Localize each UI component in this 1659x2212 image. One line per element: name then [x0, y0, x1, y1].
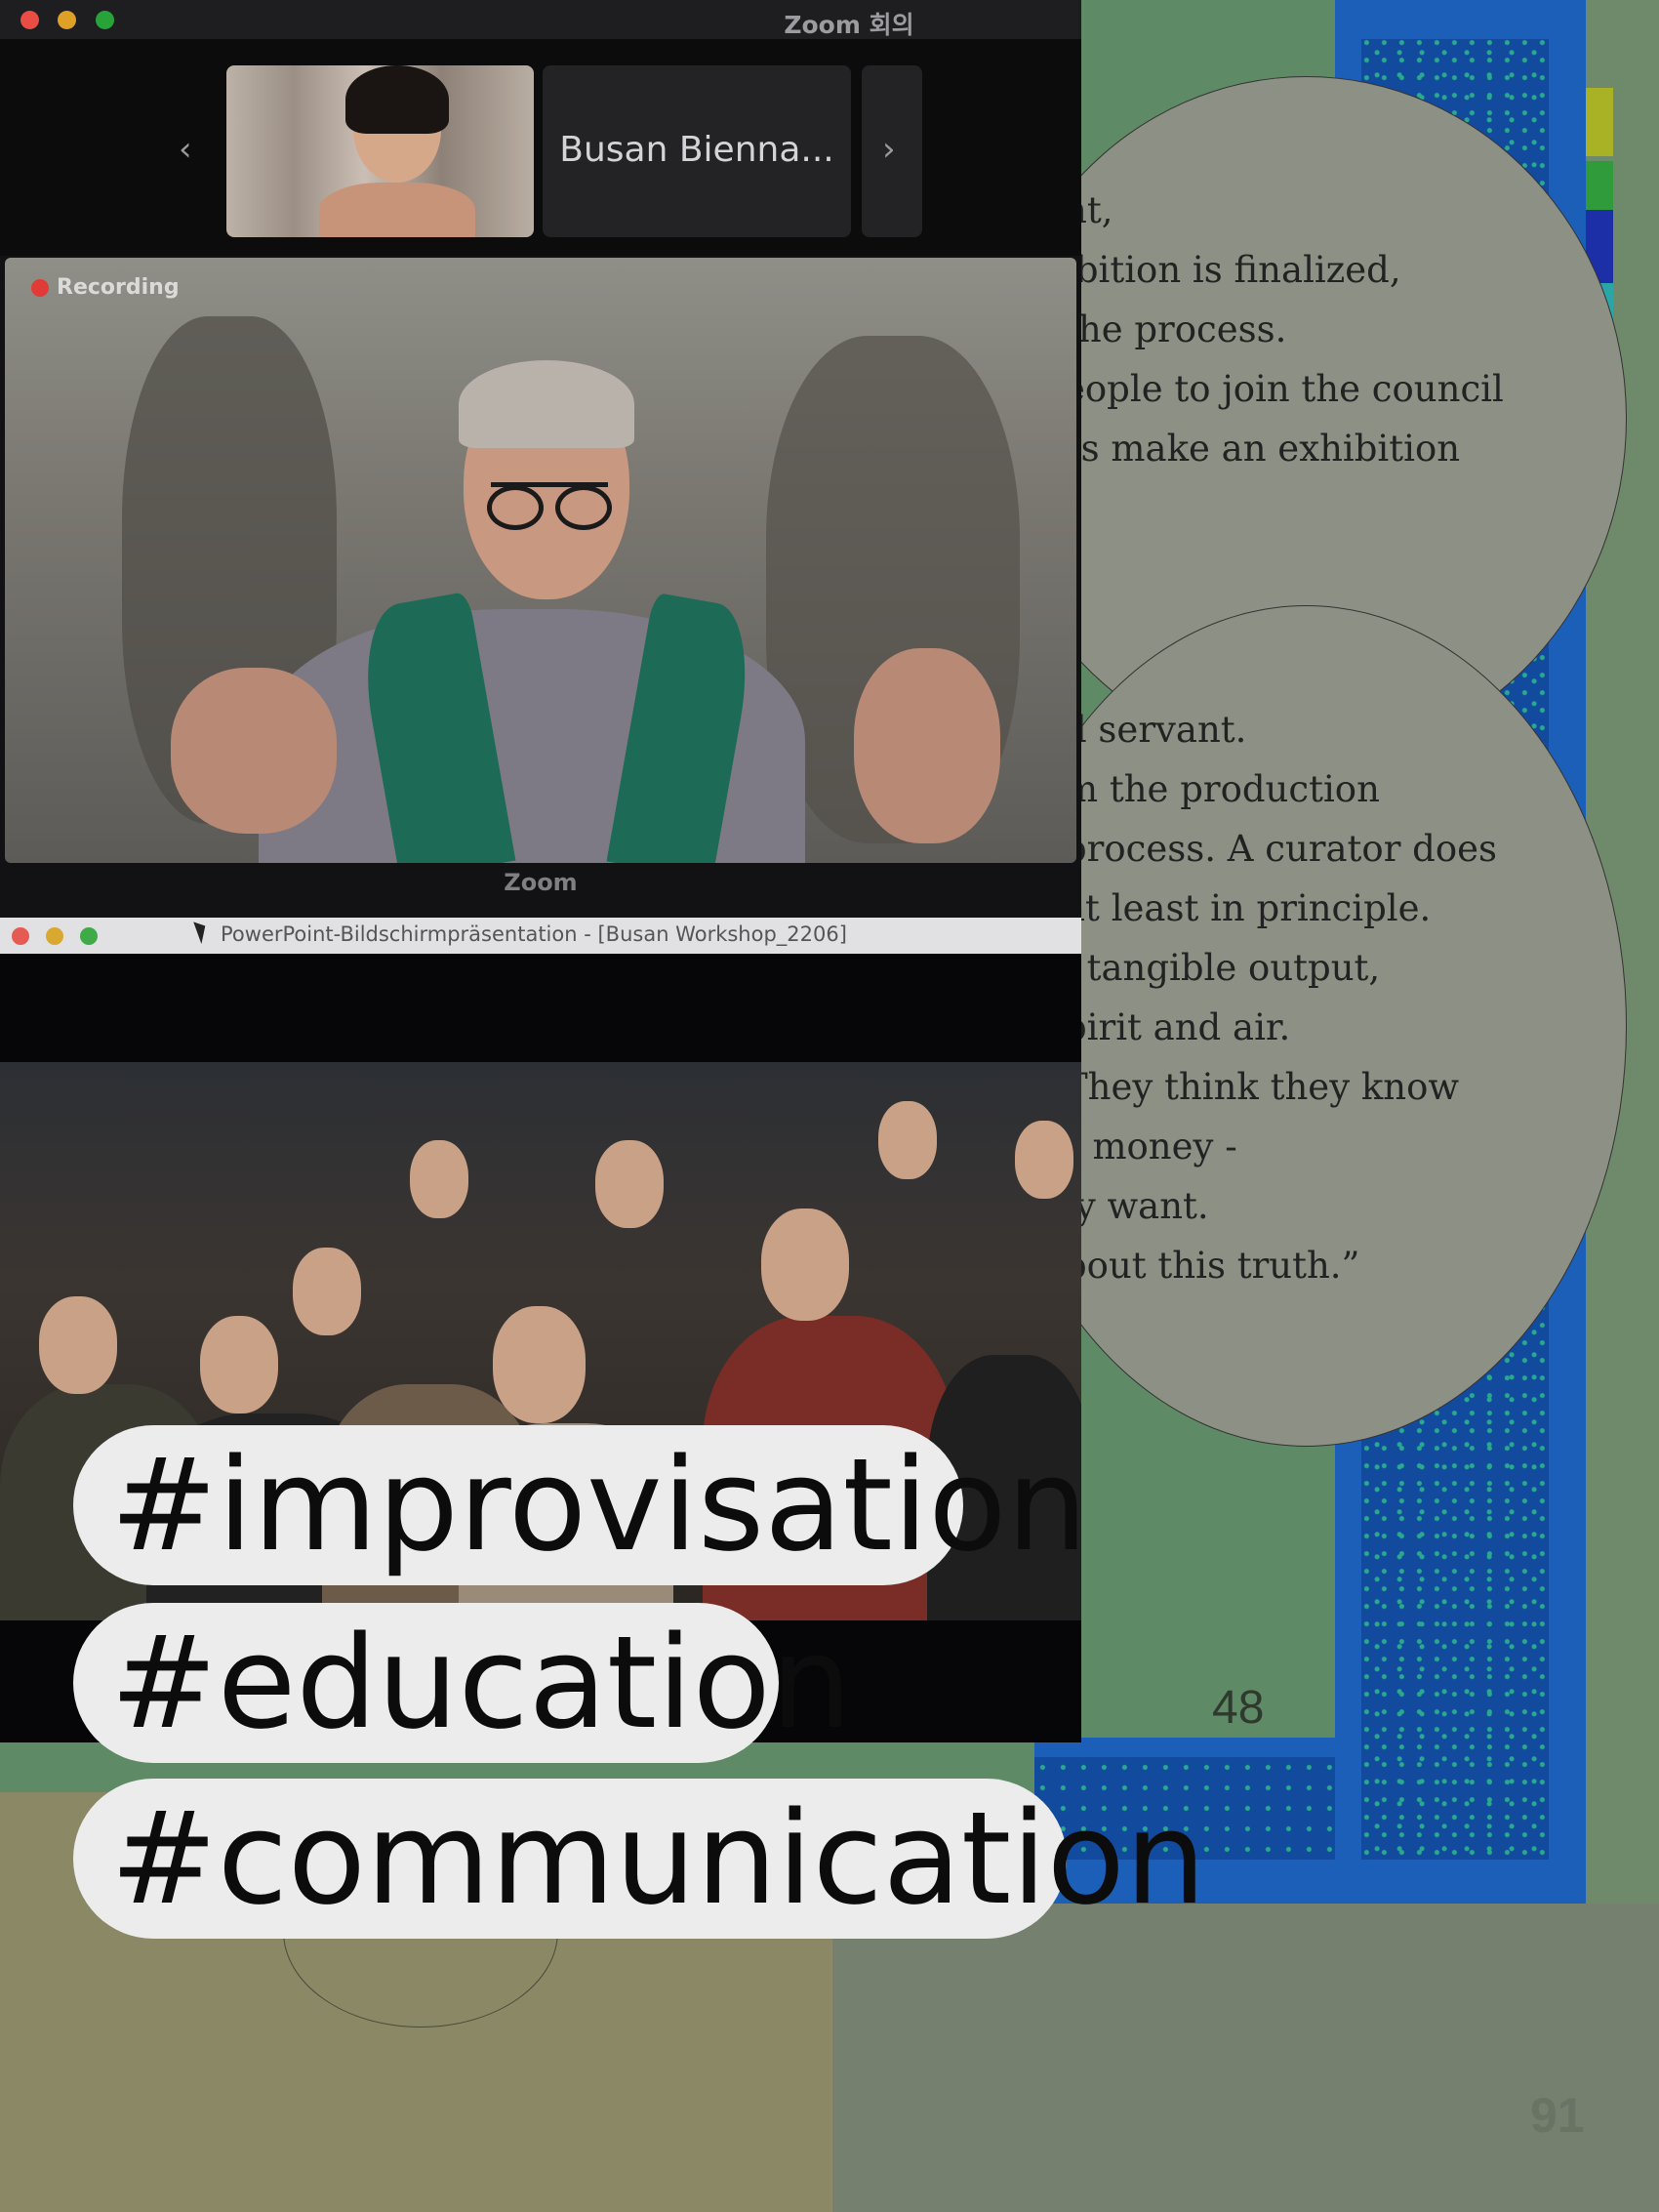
- hashtag-improvisation: #improvisation: [73, 1425, 1087, 1585]
- chevron-right-icon[interactable]: ›: [882, 130, 896, 169]
- text-line: ibition is finalized,: [1064, 249, 1401, 291]
- text-line: ly want.: [1064, 1185, 1209, 1227]
- close-window-button[interactable]: [20, 11, 39, 29]
- zoom-titlebar: Zoom 회의: [0, 0, 1081, 39]
- recording-label: Recording: [57, 275, 180, 300]
- hashtag-communication: #communication: [73, 1779, 1206, 1939]
- close-window-button[interactable]: [12, 927, 29, 945]
- powerpoint-window-title: PowerPoint-Bildschirmpräsentation - [Bus…: [221, 922, 847, 946]
- participant-next-tile[interactable]: [862, 65, 922, 237]
- audience-face: [493, 1306, 586, 1423]
- page-divider: [831, 1884, 832, 2212]
- hashtag-education: #education: [73, 1603, 852, 1763]
- speaker-glasses: [487, 482, 612, 530]
- audience-face: [39, 1296, 117, 1394]
- maximize-window-button[interactable]: [96, 11, 114, 29]
- text-line: They think they know: [1064, 1066, 1460, 1108]
- audience-face: [200, 1316, 278, 1413]
- chevron-left-icon[interactable]: ‹: [179, 130, 192, 169]
- zoom-footer-label: Zoom: [504, 869, 578, 896]
- text-line: nt,: [1064, 189, 1113, 231]
- participant-video-thumbnail[interactable]: [226, 65, 534, 237]
- zoom-window-title: Zoom 회의: [784, 11, 914, 39]
- speaker-hand: [854, 648, 1000, 843]
- text-line: the process.: [1064, 308, 1287, 350]
- powerpoint-titlebar: PowerPoint-Bildschirmpräsentation - [Bus…: [0, 918, 1081, 954]
- text-line: ”: [1064, 478, 1504, 538]
- audience-face: [410, 1140, 468, 1218]
- audience-face: [293, 1248, 361, 1335]
- text-line: rs make an exhibition: [1064, 428, 1461, 470]
- ellipse-shape-bottom: [986, 605, 1627, 1447]
- minimize-window-button[interactable]: [46, 927, 63, 945]
- text-line: l tangible output,: [1064, 947, 1381, 989]
- page-number-left: 48: [1212, 1682, 1265, 1734]
- book-text-block-2: il servant. m the production process. A …: [1064, 700, 1497, 1295]
- background-gray-page: [831, 1884, 1659, 2212]
- minimize-window-button[interactable]: [58, 11, 76, 29]
- participant-body: [319, 183, 475, 237]
- text-line: eople to join the council: [1064, 368, 1504, 410]
- audience-face: [761, 1208, 849, 1321]
- speaker-hair: [459, 360, 634, 448]
- color-tab-yellow: [1586, 88, 1613, 156]
- mouse-cursor-icon: [193, 919, 211, 944]
- page-number-right: 91: [1530, 2088, 1585, 2143]
- text-line: pirit and air.: [1064, 1006, 1291, 1048]
- book-text-block-1: nt, ibition is finalized, the process. e…: [1064, 181, 1504, 538]
- text-line: bout this truth.”: [1064, 1245, 1360, 1287]
- text-line: m the production: [1064, 768, 1380, 810]
- speaker-video[interactable]: [5, 258, 1076, 863]
- participant-name: Busan Bienna...: [559, 130, 834, 170]
- recording-dot-icon: [31, 279, 49, 297]
- audience-face: [1015, 1121, 1073, 1199]
- text-line: at least in principle.: [1064, 887, 1432, 929]
- participant-name-tile[interactable]: Busan Bienna...: [543, 65, 851, 237]
- speaker-hand: [171, 668, 337, 834]
- audience-face: [878, 1101, 937, 1179]
- maximize-window-button[interactable]: [80, 927, 98, 945]
- participant-hair: [345, 65, 449, 134]
- text-line: il servant.: [1064, 709, 1247, 751]
- text-line: process. A curator does: [1064, 828, 1497, 870]
- audience-face: [595, 1140, 664, 1228]
- text-line: r money -: [1064, 1126, 1237, 1167]
- zoom-window: Zoom 회의 ‹ Busan Bienna... › Recording Zo…: [0, 0, 1081, 918]
